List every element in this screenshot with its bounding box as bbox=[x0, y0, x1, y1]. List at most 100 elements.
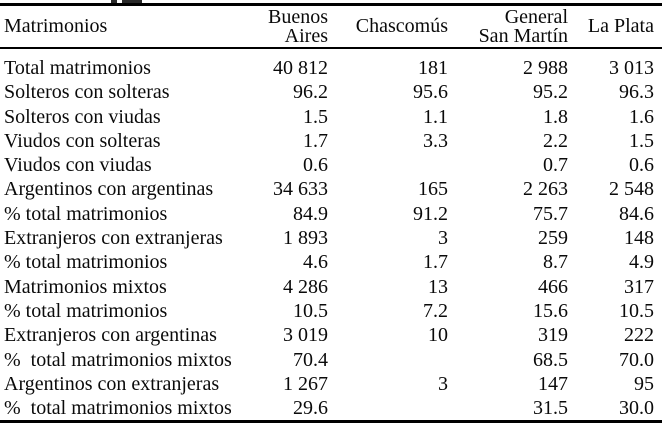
table-row: Viudos con solteras 1.7 3.3 2.2 1.5 bbox=[0, 129, 662, 153]
table-row: Solteros con viudas 1.5 1.1 1.8 1.6 bbox=[0, 105, 662, 129]
cell-buenos-aires: 1.5 bbox=[303, 105, 328, 128]
row-label: Argentinos con extranjeras bbox=[4, 372, 220, 395]
row-label: Viudos con solteras bbox=[4, 129, 161, 152]
cell-buenos-aires: 96.2 bbox=[293, 81, 328, 104]
cell-buenos-aires: 40 812 bbox=[273, 57, 328, 79]
header-buenos-aires: Buenos Aires bbox=[248, 6, 330, 47]
cell-la-plata: 84.6 bbox=[619, 202, 654, 225]
cell-chascomus: 3 bbox=[438, 372, 448, 395]
table-row: % total matrimonios mixtos 29.6 31.5 30.… bbox=[0, 396, 662, 420]
row-label: Total matrimonios bbox=[4, 57, 151, 79]
cell-general-san-martin: 259 bbox=[538, 227, 568, 250]
row-label: Viudos con viudas bbox=[4, 154, 152, 177]
row-label: Solteros con solteras bbox=[4, 81, 170, 104]
cropped-caption-fragment bbox=[122, 0, 142, 3]
cell-la-plata: 3 013 bbox=[609, 57, 654, 79]
cell-general-san-martin: 147 bbox=[538, 372, 568, 395]
cell-buenos-aires: 70.4 bbox=[293, 348, 328, 371]
cell-chascomus bbox=[330, 396, 450, 420]
cell-buenos-aires: 4.6 bbox=[303, 251, 328, 274]
row-label: Solteros con viudas bbox=[4, 105, 161, 128]
cell-chascomus bbox=[330, 348, 450, 372]
cell-la-plata: 96.3 bbox=[619, 81, 654, 104]
cell-buenos-aires: 1 267 bbox=[283, 372, 328, 395]
cell-chascomus: 13 bbox=[428, 275, 448, 298]
cell-general-san-martin: 75.7 bbox=[533, 202, 568, 225]
cell-chascomus: 95.6 bbox=[413, 81, 448, 104]
table-row: Solteros con solteras 96.2 95.6 95.2 96.… bbox=[0, 80, 662, 104]
table-row: Argentinos con argentinas 34 633 165 2 2… bbox=[0, 177, 662, 201]
cell-chascomus: 3 bbox=[438, 227, 448, 250]
cropped-caption-fragment bbox=[111, 0, 117, 3]
table-row: Extranjeros con argentinas 3 019 10 319 … bbox=[0, 323, 662, 347]
row-label: % total matrimonios mixtos bbox=[4, 397, 232, 420]
cell-la-plata: 148 bbox=[624, 227, 654, 250]
cell-buenos-aires: 1.7 bbox=[303, 129, 328, 152]
cell-chascomus: 1.7 bbox=[423, 251, 448, 274]
table-row: Viudos con viudas 0.6 0.7 0.6 bbox=[0, 153, 662, 177]
row-label: Matrimonios mixtos bbox=[4, 275, 167, 298]
header-matrimonios: Matrimonios bbox=[0, 6, 248, 47]
cell-buenos-aires: 29.6 bbox=[293, 397, 328, 420]
table-header-row: Matrimonios Buenos Aires Chascomús Gener… bbox=[0, 6, 662, 49]
cell-buenos-aires: 3 019 bbox=[283, 324, 328, 347]
cell-la-plata: 222 bbox=[624, 324, 654, 347]
row-label: Extranjeros con argentinas bbox=[4, 324, 217, 347]
row-label: Extranjeros con extranjeras bbox=[4, 227, 223, 250]
cell-general-san-martin: 2.2 bbox=[543, 129, 568, 152]
header-buenos-aires-label: Buenos Aires bbox=[268, 5, 328, 47]
cell-chascomus: 181 bbox=[418, 57, 448, 79]
cell-general-san-martin: 8.7 bbox=[543, 251, 568, 274]
cell-general-san-martin: 319 bbox=[538, 324, 568, 347]
cell-chascomus: 1.1 bbox=[423, 105, 448, 128]
cell-buenos-aires: 0.6 bbox=[303, 154, 328, 177]
header-la-plata-label: La Plata bbox=[587, 15, 654, 37]
table-row: % total matrimonios 84.9 91.2 75.7 84.6 bbox=[0, 202, 662, 226]
cell-buenos-aires: 10.5 bbox=[293, 299, 328, 322]
cell-la-plata: 1.6 bbox=[629, 105, 654, 128]
cell-chascomus bbox=[330, 153, 450, 177]
cell-la-plata: 95 bbox=[634, 372, 654, 395]
cell-general-san-martin: 1.8 bbox=[543, 105, 568, 128]
table-row: Argentinos con extranjeras 1 267 3 147 9… bbox=[0, 372, 662, 396]
table-row: Matrimonios mixtos 4 286 13 466 317 bbox=[0, 275, 662, 299]
cell-buenos-aires: 34 633 bbox=[273, 178, 328, 201]
table-row: % total matrimonios 10.5 7.2 15.6 10.5 bbox=[0, 299, 662, 323]
cell-la-plata: 2 548 bbox=[609, 178, 654, 201]
table-row: % total matrimonios mixtos 70.4 68.5 70.… bbox=[0, 348, 662, 372]
row-label: % total matrimonios bbox=[4, 251, 168, 274]
row-label: Argentinos con argentinas bbox=[4, 178, 214, 201]
cell-general-san-martin: 466 bbox=[538, 275, 568, 298]
row-label: % total matrimonios mixtos bbox=[4, 348, 232, 371]
cell-chascomus: 10 bbox=[428, 324, 448, 347]
cell-general-san-martin: 68.5 bbox=[533, 348, 568, 371]
table-row: % total matrimonios 4.6 1.7 8.7 4.9 bbox=[0, 250, 662, 274]
cell-buenos-aires: 1 893 bbox=[283, 227, 328, 250]
cell-general-san-martin: 15.6 bbox=[533, 299, 568, 322]
table-body: Total matrimonios 40 812 181 2 988 3 013… bbox=[0, 49, 662, 424]
row-label: % total matrimonios bbox=[4, 299, 168, 322]
cell-general-san-martin: 0.7 bbox=[543, 154, 568, 177]
header-matrimonios-label: Matrimonios bbox=[4, 15, 108, 37]
cell-buenos-aires: 4 286 bbox=[283, 275, 328, 298]
marriages-table: Matrimonios Buenos Aires Chascomús Gener… bbox=[0, 3, 662, 424]
header-chascomus-label: Chascomús bbox=[355, 15, 448, 37]
header-general-san-martin-label: General San Martín bbox=[478, 5, 568, 47]
cell-general-san-martin: 2 988 bbox=[523, 57, 568, 79]
cell-la-plata: 10.5 bbox=[619, 299, 654, 322]
cell-la-plata: 4.9 bbox=[629, 251, 654, 274]
cell-la-plata: 0.6 bbox=[629, 154, 654, 177]
cell-chascomus: 7.2 bbox=[423, 299, 448, 322]
cell-buenos-aires: 84.9 bbox=[293, 202, 328, 225]
cell-chascomus: 165 bbox=[418, 178, 448, 201]
cell-chascomus: 3.3 bbox=[423, 129, 448, 152]
cell-chascomus: 91.2 bbox=[413, 202, 448, 225]
header-general-san-martin: General San Martín bbox=[450, 6, 570, 47]
header-chascomus: Chascomús bbox=[330, 6, 450, 47]
cell-la-plata: 317 bbox=[624, 275, 654, 298]
cell-la-plata: 70.0 bbox=[619, 348, 654, 371]
table-row: Extranjeros con extranjeras 1 893 3 259 … bbox=[0, 226, 662, 250]
cell-general-san-martin: 31.5 bbox=[533, 397, 568, 420]
header-la-plata: La Plata bbox=[570, 6, 662, 47]
